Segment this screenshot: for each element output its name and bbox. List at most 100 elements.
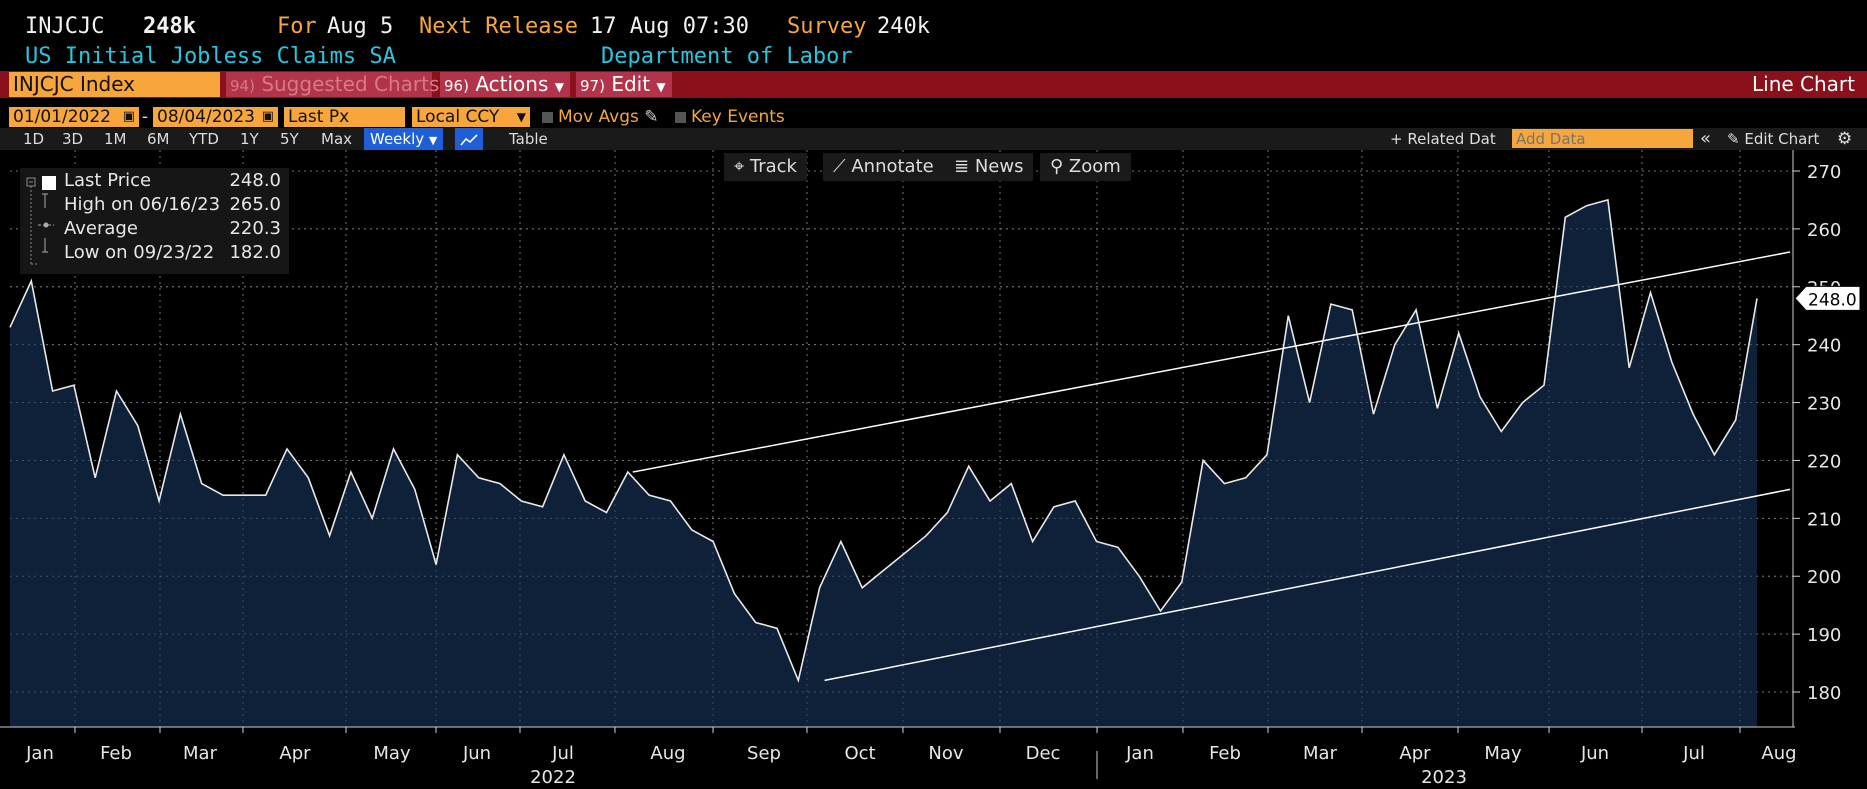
mov-avgs-label: Mov Avgs (558, 107, 639, 127)
add-data-input[interactable] (1512, 129, 1693, 148)
period-1m[interactable]: 1M (104, 130, 127, 148)
edit-label: Edit (611, 72, 651, 96)
legend-last-price-value: 248.0 (229, 170, 281, 191)
last-value-label: 248.0 (1808, 290, 1857, 310)
period-1d[interactable]: 1D (23, 130, 45, 148)
period-3d[interactable]: 3D (62, 130, 84, 148)
start-date-field[interactable]: 01/01/2022 ▣ (9, 107, 139, 127)
x-month-label: Apr (279, 743, 311, 764)
end-date-field[interactable]: 08/04/2023 ▣ (153, 107, 278, 127)
last-value-flag (1794, 285, 1861, 311)
table-button[interactable]: Table (509, 130, 548, 148)
x-month-label: Nov (928, 743, 963, 764)
date-range-dash: - (142, 107, 149, 127)
frequency-select[interactable]: Weekly ▼ (364, 128, 444, 150)
y-tick-label: 230 (1807, 394, 1841, 415)
x-month-label: Mar (183, 743, 218, 764)
suggested-charts-button[interactable]: 94) Suggested Charts (226, 72, 439, 97)
dropdown-caret-icon: ▼ (428, 134, 438, 147)
annotate-label: Annotate (851, 156, 934, 177)
y-tick-label: 190 (1807, 625, 1841, 646)
actions-caret-icon: ▼ (554, 80, 564, 94)
pencil-icon: ✎ (1727, 130, 1740, 148)
x-month-label: Sep (747, 743, 781, 764)
end-date: 08/04/2023 (157, 107, 255, 127)
edit-num: 97) (580, 77, 605, 95)
collapse-icon[interactable]: « (1700, 128, 1712, 149)
currency-select[interactable]: Local CCY ▼ (412, 107, 530, 127)
calendar-icon: ▣ (261, 109, 274, 124)
legend-tree-icon (26, 176, 56, 265)
news-icon: ≣ (954, 156, 970, 177)
next-release-label: Next Release (419, 14, 578, 39)
start-date: 01/01/2022 (13, 107, 111, 127)
edit-caret-icon: ▼ (656, 80, 666, 94)
edit-button[interactable]: 97) Edit ▼ (576, 72, 672, 97)
chart-style-icon[interactable] (455, 128, 483, 150)
y-tick-label: 270 (1807, 162, 1841, 183)
field-select[interactable]: Last Px (284, 107, 405, 127)
x-month-label: May (1484, 743, 1522, 764)
legend-last-price-label: Last Price (64, 170, 152, 191)
calendar-icon: ▣ (122, 109, 135, 124)
series-title: US Initial Jobless Claims SA (25, 44, 396, 69)
series-area-fill (10, 199, 1757, 727)
x-month-label: Apr (1399, 743, 1431, 764)
period-ytd[interactable]: YTD (189, 130, 219, 148)
frequency-label: Weekly (370, 130, 425, 148)
trendline (632, 251, 1791, 473)
x-month-label: Jul (1682, 743, 1705, 764)
gear-icon[interactable]: ⚙ (1837, 129, 1853, 149)
x-year-label: 2023 (1421, 767, 1467, 788)
x-month-label: Mar (1303, 743, 1338, 764)
x-month-label: Jun (462, 743, 491, 764)
x-month-label: Feb (1209, 743, 1241, 764)
x-month-label: Jan (25, 743, 54, 764)
x-month-label: Dec (1026, 743, 1061, 764)
edit-chart-label: Edit Chart (1744, 130, 1820, 148)
x-month-label: Oct (844, 743, 875, 764)
y-tick-label: 220 (1807, 451, 1841, 472)
currency-label: Local CCY (416, 107, 500, 127)
suggested-num: 94) (230, 77, 255, 95)
crosshair-icon: ⌖ (734, 156, 745, 177)
key-events-label: Key Events (691, 107, 785, 127)
related-data-button[interactable]: + Related Dat (1390, 130, 1496, 148)
y-tick-label: 260 (1807, 220, 1841, 241)
annotate-button[interactable]: ⟋ Annotate (823, 153, 944, 181)
mov-avgs-toggle[interactable]: Mov Avgs ✎ (542, 107, 659, 127)
chart-type-label[interactable]: Line Chart (1752, 72, 1855, 96)
actions-button[interactable]: 96) Actions ▼ (440, 72, 570, 97)
legend-low-label: Low on 09/23/22 (64, 242, 215, 263)
edit-chart-button[interactable]: ✎ Edit Chart (1727, 128, 1819, 150)
period-6m[interactable]: 6M (147, 130, 170, 148)
x-month-label: Aug (1761, 743, 1796, 764)
track-button[interactable]: ⌖ Track (724, 153, 807, 181)
series-line (9, 198, 1758, 684)
legend: Last Price 248.0 High on 06/16/23 265.0 … (20, 168, 289, 274)
period-5y[interactable]: 5Y (280, 130, 299, 148)
zoom-button[interactable]: ⚲ Zoom (1040, 153, 1131, 181)
trendline (824, 488, 1791, 682)
headline-value: 248k (143, 14, 196, 39)
news-button[interactable]: ≣ News (944, 153, 1034, 181)
actions-label: Actions (475, 72, 549, 96)
y-tick-label: 180 (1807, 683, 1841, 704)
survey-value: 240k (877, 14, 930, 39)
survey-label: Survey (787, 14, 867, 39)
pencil-icon[interactable]: ✎ (644, 107, 659, 127)
series-source: Department of Labor (601, 44, 853, 69)
x-month-label: Jun (1580, 743, 1609, 764)
zoom-label: Zoom (1068, 156, 1121, 177)
x-month-label: Jan (1125, 743, 1154, 764)
security-field[interactable]: INJCJC Index (9, 72, 220, 97)
period-1y[interactable]: 1Y (240, 130, 259, 148)
ticker: INJCJC (25, 14, 105, 39)
x-month-label: Feb (100, 743, 132, 764)
track-label: Track (749, 156, 797, 177)
next-release-value: 17 Aug 07:30 (590, 14, 749, 39)
period-max[interactable]: Max (321, 130, 353, 148)
news-label: News (974, 156, 1024, 177)
legend-average-value: 220.3 (229, 218, 281, 239)
key-events-toggle[interactable]: Key Events (675, 107, 785, 127)
